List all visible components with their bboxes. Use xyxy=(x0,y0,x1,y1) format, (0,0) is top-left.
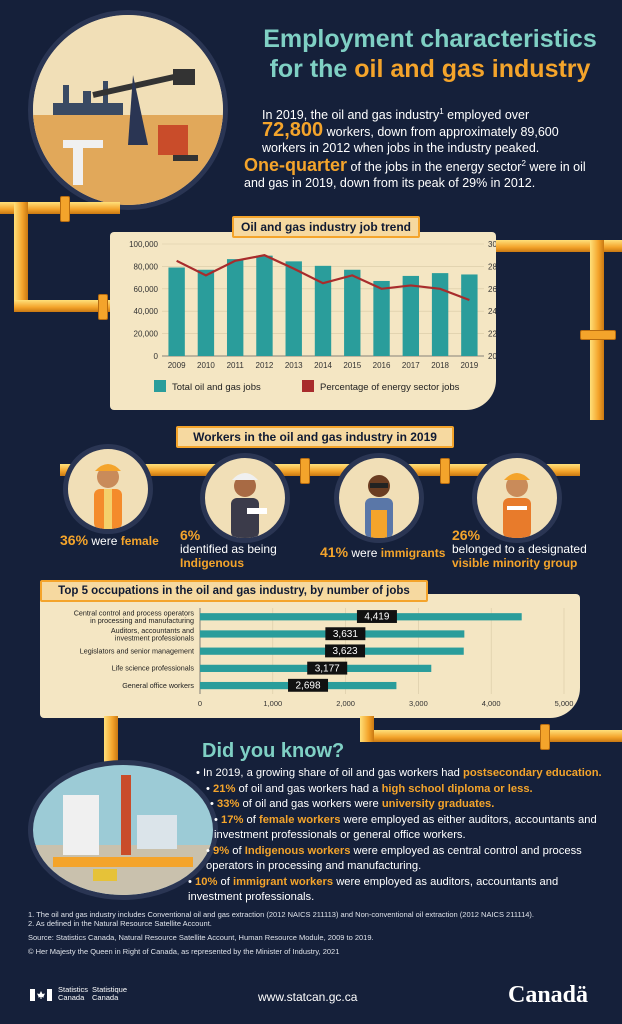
value-label: 3,631 xyxy=(333,629,358,640)
y-tick-label-right: 30 xyxy=(488,240,496,249)
x-tick-label: 2010 xyxy=(197,361,215,370)
bar-2015 xyxy=(344,269,361,356)
bar-2016 xyxy=(373,280,390,356)
list-item: • In 2019, a growing share of oil and ga… xyxy=(196,767,602,779)
website-link[interactable]: www.statcan.gc.ca xyxy=(258,990,358,1004)
value-label-box xyxy=(325,644,366,658)
x-tick-label: 2018 xyxy=(431,361,449,370)
legend-label-jobs: Total oil and gas jobs xyxy=(172,382,261,393)
bar-2019 xyxy=(461,274,478,356)
female-worker-icon xyxy=(63,444,153,534)
x-tick-label: 1,000 xyxy=(263,699,282,708)
y-tick-label-left: 20,000 xyxy=(134,330,159,339)
y-tick-label-left: 60,000 xyxy=(134,285,159,294)
bar-2011 xyxy=(226,259,244,356)
x-tick-label: 2019 xyxy=(460,361,478,370)
y-tick-label-right: 22 xyxy=(488,330,496,339)
value-label-box xyxy=(307,661,348,675)
legend-label-percentage: Percentage of energy sector jobs xyxy=(320,382,460,393)
occupations-title: Top 5 occupations in the oil and gas ind… xyxy=(40,580,428,602)
bar-2014 xyxy=(314,265,332,356)
value-label: 3,623 xyxy=(333,646,358,657)
value-label: 2,698 xyxy=(296,680,321,691)
refinery-illustration-icon xyxy=(28,760,218,900)
x-tick-label: 2014 xyxy=(314,361,332,370)
bar-2018 xyxy=(431,273,449,356)
bar-2013 xyxy=(285,261,302,356)
legend-swatch-percentage xyxy=(302,380,314,392)
x-tick-label: 2013 xyxy=(285,361,303,370)
y-tick-label-left: 0 xyxy=(154,352,159,361)
bar-2010 xyxy=(197,269,215,356)
value-label-box xyxy=(288,678,329,692)
bar-2009 xyxy=(168,267,185,356)
x-tick-label: 4,000 xyxy=(482,699,501,708)
y-tick-label-right: 28 xyxy=(488,262,496,271)
stat-visible-minority: 26% belonged to a designated visible min… xyxy=(452,527,587,570)
x-tick-label: 2016 xyxy=(373,361,391,370)
category-label: General office workers xyxy=(122,681,194,690)
y-tick-label-left: 80,000 xyxy=(134,262,159,271)
list-item: • 10% of immigrant workers were employed… xyxy=(188,875,559,904)
intro-text: In 2019, the oil and gas industry1 emplo… xyxy=(262,107,530,123)
category-label: Auditors, accountants and investment prof… xyxy=(111,626,195,643)
did-you-know-list: • In 2019, a growing share of oil and ga… xyxy=(188,766,608,906)
bar-2012 xyxy=(256,255,273,356)
jobs-2019-figure: 72,800 xyxy=(262,119,324,141)
footnotes: 1. The oil and gas industry includes Con… xyxy=(28,910,534,956)
category-label: Life science professionals xyxy=(112,664,195,673)
value-label-box xyxy=(325,627,366,641)
statcan-signature-en: Statistics Canada xyxy=(58,985,89,1002)
immigrant-worker-icon xyxy=(334,453,424,543)
category-label: Legislators and senior management xyxy=(80,647,194,656)
y-tick-label-right: 24 xyxy=(488,307,496,316)
category-label: Central control and process operators in … xyxy=(74,609,195,626)
x-tick-label: 5,000 xyxy=(555,699,574,708)
canada-flag-icon xyxy=(30,988,52,1001)
list-item: • 33% of oil and gas workers were univer… xyxy=(210,798,495,810)
x-tick-label: 3,000 xyxy=(409,699,428,708)
pipe-left-lower xyxy=(14,300,124,312)
legend-swatch-jobs xyxy=(154,380,166,392)
x-tick-label: 0 xyxy=(198,699,202,708)
y-tick-label-right: 26 xyxy=(488,285,496,294)
y-tick-label-right: 20 xyxy=(488,352,496,361)
job-trend-title: Oil and gas industry job trend xyxy=(232,216,420,238)
list-item: • 17% of female workers were employed as… xyxy=(214,813,597,842)
x-tick-label: 2012 xyxy=(256,361,274,370)
pipe-workers xyxy=(60,464,580,476)
x-tick-label: 2,000 xyxy=(336,699,355,708)
stat-indigenous: 6% identified as being Indigenous xyxy=(180,527,277,570)
pipe-left-vertical xyxy=(14,202,28,312)
job-trend-chart: 0 20,000 40,000 60,000 80,000 100,000 20 22 24 26… xyxy=(129,240,496,393)
canada-wordmark: Canadä xyxy=(508,982,589,1008)
did-you-know-title: Did you know? xyxy=(202,740,345,762)
page-title: Employment characteristics for the oil a… xyxy=(263,25,597,83)
value-label: 3,177 xyxy=(315,663,340,674)
list-item: • 9% of Indigenous workers were employed… xyxy=(206,844,582,873)
quarter-text: One-quarter of the jobs in the energy se… xyxy=(244,155,586,191)
x-tick-label: 2009 xyxy=(168,361,186,370)
x-tick-label: 2015 xyxy=(343,361,361,370)
x-tick-label: 2017 xyxy=(402,361,420,370)
x-tick-label: 2011 xyxy=(227,361,245,370)
statcan-signature-fr: Statistique Canada xyxy=(92,985,128,1002)
value-label: 4,419 xyxy=(364,612,389,623)
workers-title: Workers in the oil and gas industry in 2… xyxy=(176,426,454,448)
intro-workers-text: 72,800 workers, down from approximately … xyxy=(262,119,559,155)
stat-immigrants: 41% were immigrants xyxy=(320,544,446,560)
visible-minority-worker-icon xyxy=(472,453,562,543)
y-tick-label-left: 100,000 xyxy=(129,240,158,249)
pipe-right xyxy=(490,240,622,252)
oil-field-illustration-icon xyxy=(28,10,228,210)
list-item: • 21% of oil and gas workers had a high … xyxy=(206,782,533,795)
value-label-box xyxy=(356,610,397,623)
indigenous-worker-icon xyxy=(200,453,290,543)
pipe-bottom-right xyxy=(360,730,622,742)
bar-2017 xyxy=(402,275,420,356)
occupations-chart: 0 1,000 2,000 3,000 4,000 5,000 4,419 Central c… xyxy=(74,608,574,708)
stat-female: 36% were female xyxy=(60,532,159,548)
y-tick-label-left: 40,000 xyxy=(134,307,159,316)
